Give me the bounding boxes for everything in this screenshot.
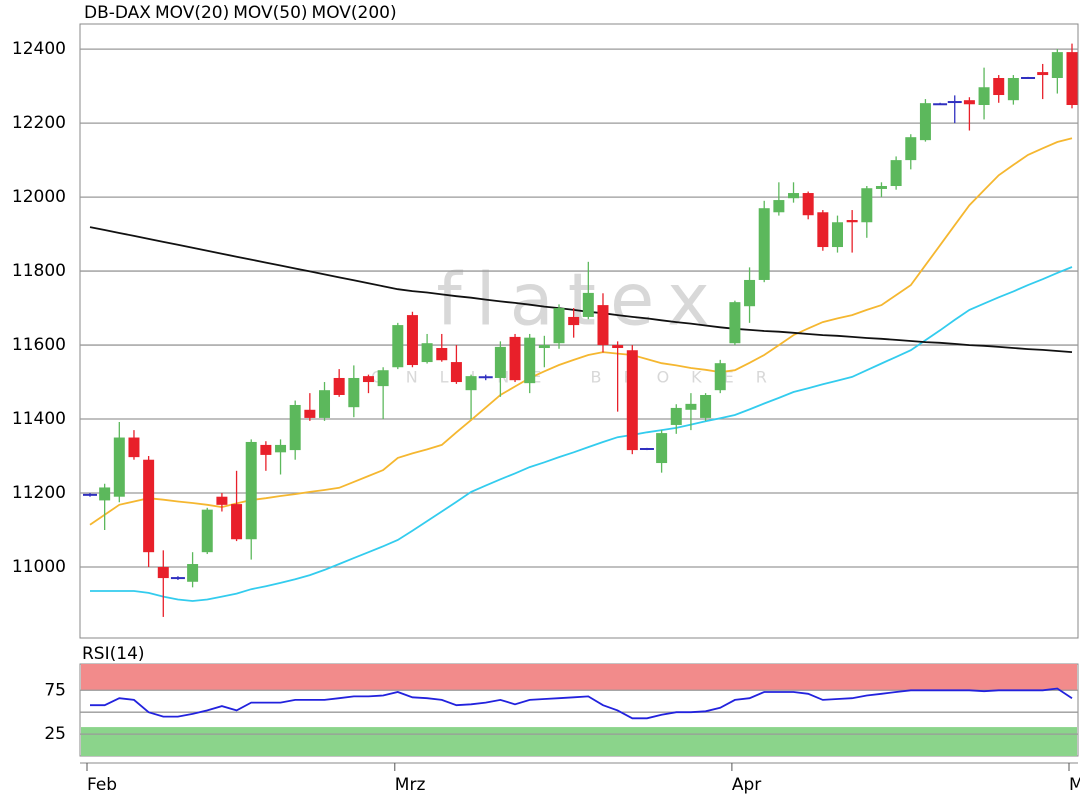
y-tick-label: 25 bbox=[44, 724, 66, 744]
candle-body bbox=[450, 362, 462, 383]
candle-body bbox=[245, 441, 257, 540]
x-tick-label: Feb bbox=[87, 775, 117, 795]
legend-entry: MOV(50) bbox=[233, 3, 307, 23]
x-tick-label: Mrz bbox=[395, 775, 426, 795]
y-tick-label: 75 bbox=[44, 680, 66, 700]
candle-body bbox=[1007, 78, 1019, 101]
candle-body bbox=[289, 404, 301, 451]
rsi-title: RSI(14) bbox=[82, 644, 145, 664]
candle-body bbox=[187, 564, 199, 582]
candle-body bbox=[993, 78, 1005, 96]
y-tick-label: 11600 bbox=[12, 335, 66, 355]
candle-body bbox=[509, 336, 521, 381]
candle-body bbox=[963, 100, 975, 105]
candle-body bbox=[612, 345, 624, 349]
watermark-subtitle: ONLINE BROKER bbox=[371, 368, 789, 387]
candle-body bbox=[919, 103, 931, 141]
rsi-line bbox=[90, 687, 1073, 720]
candle-body bbox=[275, 444, 287, 453]
y-tick-label: 11400 bbox=[12, 409, 66, 429]
y-tick-label: 11800 bbox=[12, 261, 66, 281]
candle-body bbox=[568, 316, 580, 326]
candle-body bbox=[758, 208, 770, 280]
candle-body bbox=[626, 350, 638, 451]
candle-body bbox=[538, 345, 550, 349]
candle-body bbox=[524, 337, 536, 384]
candle-body bbox=[201, 509, 213, 553]
candle-body bbox=[1066, 52, 1078, 106]
candle-body bbox=[744, 279, 756, 307]
candle-body bbox=[216, 496, 228, 505]
candle-body bbox=[714, 363, 726, 391]
candle-body bbox=[260, 444, 272, 455]
candle-body bbox=[817, 212, 829, 248]
candle-body bbox=[597, 305, 609, 346]
candle-body bbox=[1037, 72, 1049, 76]
moving-average-line bbox=[89, 226, 1073, 353]
candle-body bbox=[685, 403, 697, 410]
candle-body bbox=[465, 376, 477, 391]
candle-body bbox=[846, 220, 858, 223]
candle-body bbox=[362, 376, 374, 383]
candle-body bbox=[392, 325, 404, 368]
candle-body bbox=[406, 315, 418, 366]
legend: DB-DAX MOV(20) MOV(50) MOV(200) bbox=[84, 3, 397, 23]
candle-body bbox=[700, 394, 712, 418]
candle-body bbox=[113, 437, 125, 497]
moving-average-line bbox=[90, 266, 1073, 602]
candle-body bbox=[143, 459, 155, 553]
candle-body bbox=[978, 87, 990, 106]
candle-body bbox=[494, 346, 506, 378]
candle-body bbox=[421, 343, 433, 363]
rsi-band bbox=[81, 664, 1077, 691]
candle-body bbox=[831, 222, 843, 248]
candle-body bbox=[729, 302, 741, 344]
candle-body bbox=[582, 292, 594, 317]
candle-body bbox=[861, 188, 873, 223]
x-tick-label: M bbox=[1069, 775, 1080, 795]
candle-body bbox=[890, 160, 902, 187]
candle-body bbox=[99, 487, 111, 501]
candle-body bbox=[348, 377, 360, 408]
y-tick-label: 11000 bbox=[12, 557, 66, 577]
legend-entry: DB-DAX bbox=[84, 3, 151, 23]
candle-body bbox=[436, 348, 448, 361]
candle-body bbox=[231, 504, 243, 540]
rsi-band bbox=[81, 727, 1077, 756]
candle-body bbox=[802, 193, 814, 216]
candle-body bbox=[656, 433, 668, 464]
x-tick-label: Apr bbox=[732, 775, 761, 795]
candle-body bbox=[670, 407, 682, 425]
candle-body bbox=[1051, 52, 1063, 79]
candle-body bbox=[128, 437, 140, 458]
candle-body bbox=[157, 566, 169, 579]
candle-body bbox=[773, 200, 785, 213]
candle-body bbox=[875, 186, 887, 189]
y-tick-label: 12000 bbox=[12, 187, 66, 207]
candle-body bbox=[333, 377, 345, 395]
y-tick-label: 12200 bbox=[12, 113, 66, 133]
candle-body bbox=[905, 137, 917, 161]
legend-entry: MOV(20) bbox=[155, 3, 229, 23]
candle-body bbox=[319, 390, 331, 418]
candle-body bbox=[788, 193, 800, 199]
legend-entry: MOV(200) bbox=[312, 3, 397, 23]
candle-body bbox=[377, 370, 389, 387]
y-tick-label: 11200 bbox=[12, 483, 66, 503]
candle-body bbox=[553, 308, 565, 344]
y-tick-label: 12400 bbox=[12, 39, 66, 59]
candle-body bbox=[304, 409, 316, 418]
